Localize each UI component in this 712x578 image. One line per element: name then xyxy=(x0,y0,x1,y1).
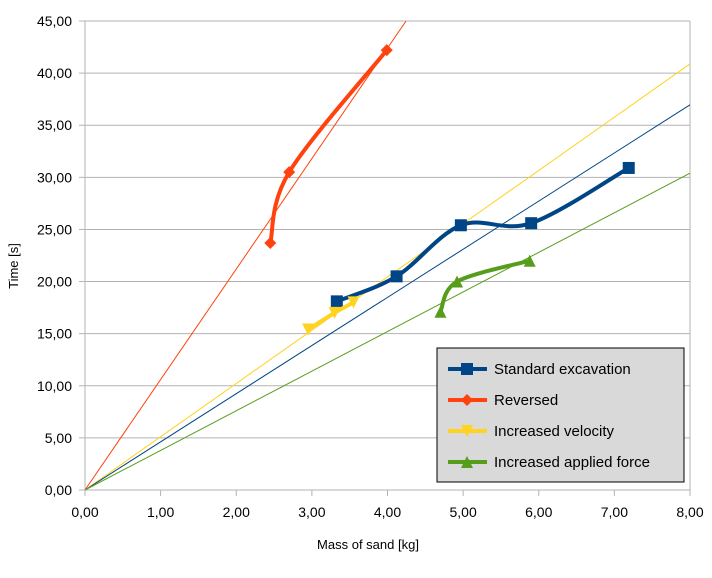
y-tick-label: 0,00 xyxy=(45,482,72,498)
legend-label: Reversed xyxy=(494,392,558,409)
x-tick-label: 7,00 xyxy=(601,504,628,520)
data-point xyxy=(347,296,360,309)
data-point xyxy=(264,236,277,249)
legend-item: Increased velocity xyxy=(448,423,615,440)
legend-label: Increased velocity xyxy=(494,423,615,440)
legend-marker xyxy=(461,456,473,468)
legend-item: Standard excavation xyxy=(448,361,631,378)
y-axis-title: Time [s] xyxy=(6,243,21,289)
trendline xyxy=(84,172,691,491)
trendline xyxy=(84,20,407,491)
x-tick-label: 3,00 xyxy=(298,504,325,520)
y-tick-label: 25,00 xyxy=(37,221,72,237)
series-0 xyxy=(330,161,635,308)
data-point xyxy=(380,44,393,57)
data-point xyxy=(302,323,315,336)
legend-item: Reversed xyxy=(448,392,558,409)
series-2 xyxy=(302,296,360,336)
data-point xyxy=(451,275,464,288)
x-tick-label: 2,00 xyxy=(223,504,250,520)
y-tick-label: 45,00 xyxy=(37,13,72,29)
series-1 xyxy=(264,44,393,249)
data-point xyxy=(622,161,635,174)
legend-marker xyxy=(461,363,473,375)
data-point xyxy=(525,217,538,230)
y-tick-label: 20,00 xyxy=(37,274,72,290)
y-tick-label: 15,00 xyxy=(37,326,72,342)
trendline xyxy=(84,104,691,491)
y-tick-label: 35,00 xyxy=(37,117,72,133)
x-axis-title: Mass of sand [kg] xyxy=(317,537,419,552)
series-line xyxy=(268,48,389,245)
series-line xyxy=(306,300,356,332)
y-tick-label: 5,00 xyxy=(45,430,72,446)
trendlines xyxy=(84,20,691,491)
data-point xyxy=(434,305,447,318)
legend-item: Increased applied force xyxy=(448,454,650,471)
y-tick-label: 30,00 xyxy=(37,169,72,185)
x-tick-label: 4,00 xyxy=(374,504,401,520)
data-point xyxy=(523,254,536,267)
axis-ticks: 0,00 5,00 10,00 15,00 20,00 25,00 30,00 35,00 40… xyxy=(37,13,704,520)
trendline xyxy=(84,63,691,491)
data-series xyxy=(264,44,635,336)
data-point xyxy=(328,306,341,319)
legend-label: Increased applied force xyxy=(494,454,650,471)
data-point xyxy=(283,166,296,179)
legend: Standard excavation Reversed Increased vel… xyxy=(436,347,685,483)
x-tick-label: 1,00 xyxy=(147,504,174,520)
y-tick-label: 10,00 xyxy=(37,378,72,394)
x-tick-label: 8,00 xyxy=(676,504,703,520)
x-tick-label: 6,00 xyxy=(525,504,552,520)
x-tick-label: 0,00 xyxy=(71,504,98,520)
data-point xyxy=(390,270,403,283)
legend-marker xyxy=(461,425,473,437)
y-tick-label: 40,00 xyxy=(37,65,72,81)
series-3 xyxy=(434,254,536,318)
legend-marker xyxy=(461,394,473,406)
legend-label: Standard excavation xyxy=(494,361,631,378)
x-tick-label: 5,00 xyxy=(450,504,477,520)
data-point xyxy=(454,219,467,232)
data-point xyxy=(330,295,343,308)
